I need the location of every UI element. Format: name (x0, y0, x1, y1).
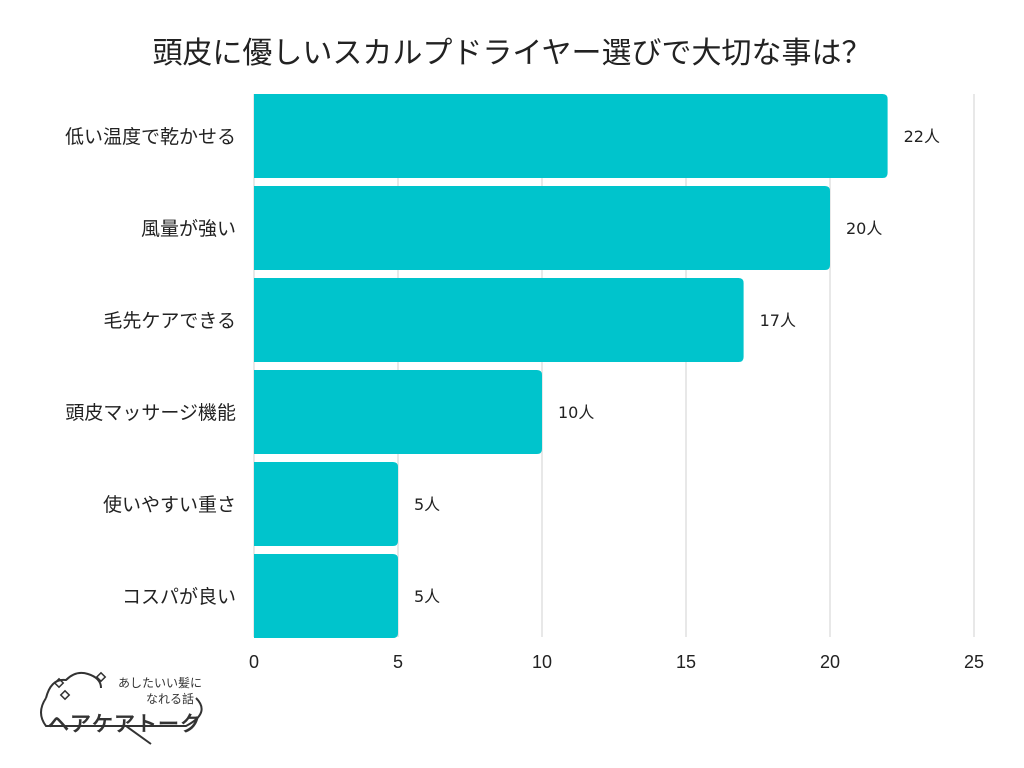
x-tick-label: 25 (964, 652, 984, 672)
x-tick-label: 15 (676, 652, 696, 672)
logo-name: ヘアケアトーク (48, 712, 202, 736)
data-label: 10人 (558, 403, 594, 422)
chart-title: 頭皮に優しいスカルプドライヤー選びで大切な事は？ (152, 36, 872, 71)
data-label: 5人 (414, 587, 440, 606)
hair-care-talk-logo: あしたいい髪に なれる話 ヘアケアトーク (26, 668, 226, 748)
bar (254, 370, 542, 454)
category-label: コスパが良い (122, 586, 236, 608)
speech-bubble-icon (40, 671, 203, 745)
data-label: 20人 (846, 219, 882, 238)
category-label: 毛先ケアできる (103, 310, 236, 332)
data-label: 22人 (904, 127, 940, 146)
category-label: 頭皮マッサージ機能 (65, 402, 236, 424)
bar (254, 554, 398, 638)
x-tick-label: 20 (820, 652, 840, 672)
x-tick-label: 10 (532, 652, 552, 672)
logo-tagline-2: なれる話 (146, 692, 195, 706)
category-label: 使いやすい重さ (103, 494, 236, 516)
x-tick-label: 5 (393, 652, 403, 672)
data-label: 5人 (414, 495, 440, 514)
category-label: 低い温度で乾かせる (65, 126, 236, 148)
bar (254, 462, 398, 546)
data-label: 17人 (760, 311, 796, 330)
bar (254, 94, 888, 178)
bar (254, 278, 744, 362)
category-label: 風量が強い (141, 218, 236, 240)
bar (254, 186, 830, 270)
x-tick-label: 0 (249, 652, 259, 672)
logo-tagline-1: あしたいい髪に (118, 676, 203, 690)
